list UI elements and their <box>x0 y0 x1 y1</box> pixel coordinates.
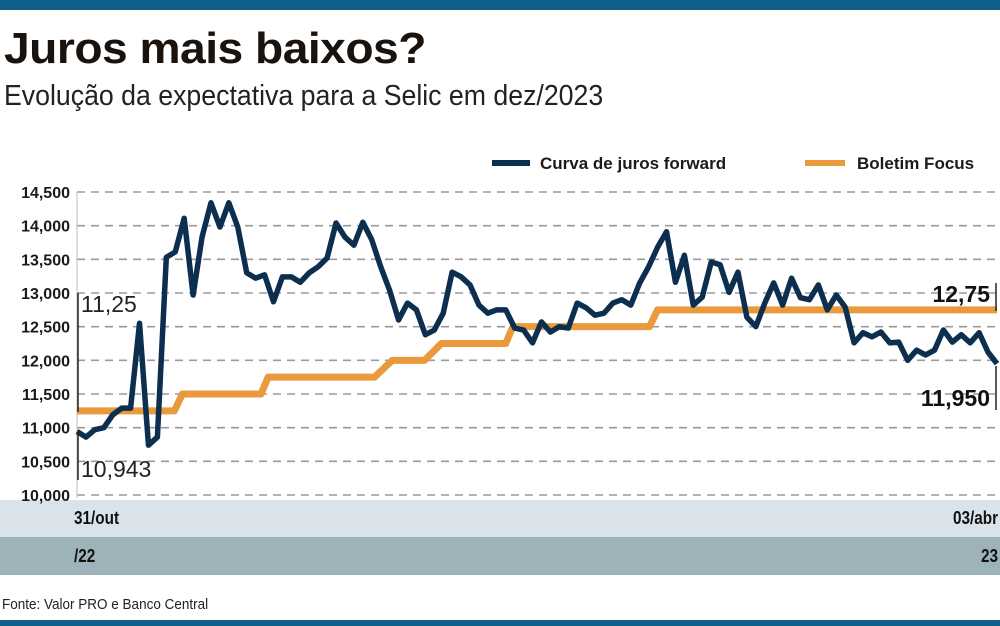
y-tick-label: 12,000 <box>21 353 70 370</box>
annotation-forward-start: 10,943 <box>81 456 151 482</box>
x-start-year: /22 <box>74 546 96 566</box>
top-brand-bar <box>0 0 1000 10</box>
chart-subtitle: Evolução da expectativa para a Selic em … <box>4 80 604 112</box>
bottom-brand-bar <box>0 620 1000 626</box>
y-tick-label: 11,000 <box>22 421 70 438</box>
legend-label-forward: Curva de juros forward <box>540 154 726 173</box>
annotation-focus-start: 11,25 <box>81 291 137 317</box>
x-axis-year-band <box>0 537 1000 575</box>
x-axis-day-band <box>0 500 1000 537</box>
annotation-forward-end: 11,950 <box>921 385 990 411</box>
legend: Curva de juros forward Boletim Focus <box>492 154 974 173</box>
annotations: 11,25 10,943 12,75 11,950 <box>77 281 997 482</box>
y-tick-label: 14,500 <box>21 185 70 202</box>
source-note: Fonte: Valor PRO e Banco Central <box>2 596 209 613</box>
series-line-boletim-focus <box>77 306 997 415</box>
legend-label-focus: Boletim Focus <box>857 154 974 173</box>
y-tick-label: 10,500 <box>21 454 70 471</box>
annotation-focus-end: 12,75 <box>932 281 990 307</box>
x-end-day: 03/abr <box>952 508 998 528</box>
y-tick-label: 13,500 <box>21 252 70 269</box>
y-tick-label: 11,500 <box>22 387 70 404</box>
y-tick-label: 12,500 <box>21 320 70 337</box>
x-start-day: 31/out <box>74 508 120 528</box>
chart-title: Juros mais baixos? <box>4 24 426 73</box>
y-tick-label: 14,000 <box>21 219 70 236</box>
x-end-year: 23 <box>980 546 998 566</box>
series-line-curva-forward <box>75 200 1000 448</box>
y-tick-label: 10,000 <box>21 488 70 505</box>
y-tick-label: 13,000 <box>21 286 70 303</box>
